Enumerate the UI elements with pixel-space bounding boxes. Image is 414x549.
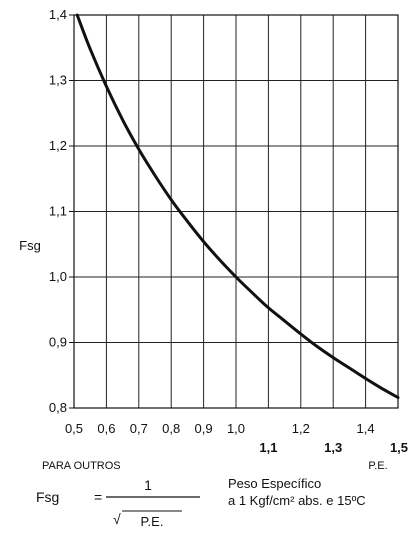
formula-desc-line2: a 1 Kgf/cm² abs. e 15ºC xyxy=(228,493,366,508)
x-tick-label: 0,5 xyxy=(65,421,83,436)
x-tick-label-bold: 1,1 xyxy=(259,440,277,455)
y-tick-label: 0,9 xyxy=(49,335,67,350)
y-tick-labels: 0,8 0,9 1,0 1,1 1,2 1,3 1,4 xyxy=(49,7,67,415)
x-tick-label-bold: 1,5 xyxy=(390,440,408,455)
y-tick-label: 1,4 xyxy=(49,7,67,22)
formula-lhs: Fsg xyxy=(36,489,59,505)
y-tick-label: 0,8 xyxy=(49,400,67,415)
y-tick-label: 1,0 xyxy=(49,269,67,284)
x-tick-label: 0,6 xyxy=(97,421,115,436)
plot-frame xyxy=(69,14,399,409)
x-tick-labels: 0,5 0,6 0,7 0,8 0,9 1,0 1,2 1,4 1,1 1,3 1,5 xyxy=(65,421,408,455)
formula-desc-line1: Peso Específico xyxy=(228,476,321,491)
x-tick-label: 0,7 xyxy=(130,421,148,436)
y-tick-label: 1,1 xyxy=(49,204,67,219)
y-axis-label: Fsg xyxy=(19,238,41,253)
formula-numerator: 1 xyxy=(144,477,152,493)
data-curve xyxy=(75,13,400,399)
x-tick-label-bold: 1,3 xyxy=(324,440,342,455)
y-tick-label: 1,2 xyxy=(49,138,67,153)
x-tick-label: 1,0 xyxy=(227,421,245,436)
pe-axis-label: P.E. xyxy=(368,460,387,472)
y-tick-label: 1,3 xyxy=(49,73,67,88)
x-tick-label: 0,8 xyxy=(162,421,180,436)
grid xyxy=(73,14,399,409)
formula-equals: = xyxy=(94,489,102,505)
formula-sqrt-symbol: √ xyxy=(113,511,121,527)
fsg-curve xyxy=(75,13,400,399)
x-tick-label: 0,9 xyxy=(195,421,213,436)
para-outros-label: PARA OUTROS xyxy=(42,460,121,472)
formula-denominator: P.E. xyxy=(141,514,164,529)
x-tick-label: 1,2 xyxy=(292,421,310,436)
x-tick-label: 1,4 xyxy=(357,421,375,436)
